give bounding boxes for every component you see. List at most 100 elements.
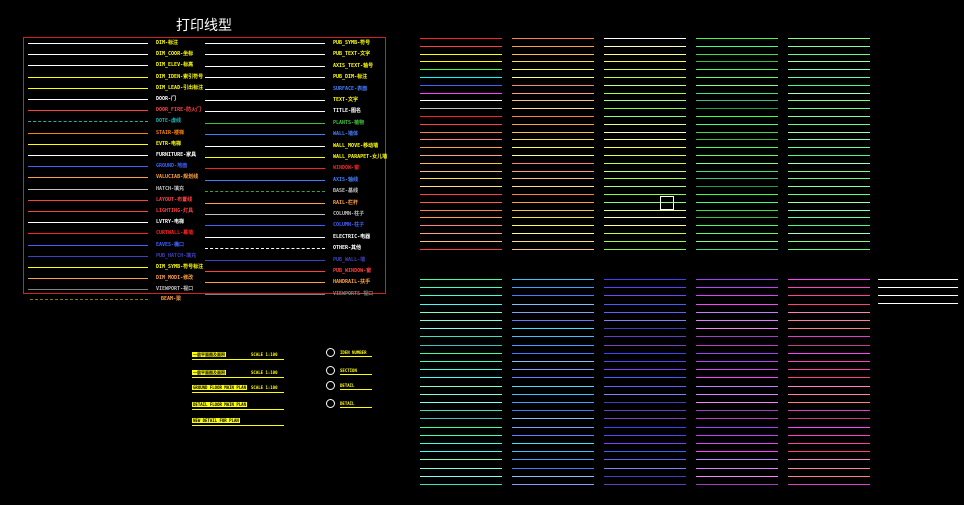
- color-sample-line: [788, 100, 870, 102]
- color-sample-line: [604, 248, 686, 250]
- legend-label: DOTE-虚线: [156, 118, 182, 125]
- legend-label: LVTRY-电梯: [156, 219, 185, 226]
- color-sample-line: [696, 443, 778, 444]
- color-sample-line: [696, 209, 778, 211]
- color-sample-line: [788, 303, 870, 305]
- legend-label: HANDRAIL-扶手: [333, 279, 371, 286]
- color-sample-line: [512, 217, 594, 219]
- color-sample-line: [604, 209, 686, 211]
- plot-label-scale: SCALE 1:100: [251, 352, 278, 357]
- color-sample-line: [512, 467, 594, 469]
- color-sample-line: [604, 170, 686, 172]
- color-sample-line: [788, 377, 870, 379]
- color-sample-line: [604, 139, 686, 141]
- legend-label: COLUMN-柱子: [333, 211, 365, 217]
- symbol-label: DETAIL: [340, 401, 355, 406]
- color-sample-line: [788, 194, 870, 195]
- color-sample-line: [604, 459, 686, 461]
- color-sample-line: [788, 248, 870, 250]
- legend-label: LAYOUT-布置线: [156, 196, 193, 203]
- color-sample-line: [512, 233, 594, 234]
- legend-label: WALL_MOVE-移动墙: [333, 142, 379, 149]
- legend-line: [28, 76, 148, 78]
- color-sample-line: [788, 459, 870, 461]
- color-sample-line: [788, 69, 870, 71]
- color-sample-line: [512, 116, 594, 117]
- legend-label: DIM-标注: [156, 40, 179, 46]
- color-sample-line: [604, 336, 686, 338]
- legend-label: PUB_TEXT-文字: [333, 51, 371, 58]
- color-sample-line: [696, 77, 778, 78]
- color-sample-line: [604, 418, 686, 420]
- color-sample-line: [604, 116, 686, 117]
- color-sample-line: [604, 369, 686, 371]
- symbol-underline: [340, 407, 372, 408]
- color-sample-line: [788, 336, 870, 338]
- color-sample-line: [512, 369, 594, 371]
- legend-label: AXIS_TEXT-轴号: [333, 62, 374, 69]
- color-sample-line: [788, 77, 870, 78]
- color-sample-line: [420, 320, 502, 321]
- color-sample-line: [696, 328, 778, 330]
- legend-label: OTHER-其他: [333, 245, 362, 252]
- color-sample-line: [512, 240, 594, 242]
- color-sample-line: [512, 279, 594, 280]
- color-sample-line: [604, 240, 686, 242]
- legend-line: [28, 267, 148, 268]
- color-sample-line: [788, 385, 870, 387]
- color-sample-line: [604, 287, 686, 289]
- color-sample-line: [696, 434, 778, 436]
- legend-label: HATCH-填充: [156, 185, 185, 192]
- color-sample-line: [604, 475, 686, 477]
- color-sample-line: [420, 248, 502, 250]
- color-sample-line: [420, 155, 502, 156]
- color-sample-line: [604, 434, 686, 436]
- color-sample-line: [604, 155, 686, 156]
- color-sample-line: [512, 147, 594, 149]
- color-sample-line: [604, 361, 686, 362]
- legend-line: [28, 255, 148, 257]
- color-sample-line: [512, 344, 594, 346]
- legend-label: COLUMN-柱子: [333, 222, 365, 229]
- color-sample-line: [512, 287, 594, 289]
- color-sample-line: [512, 410, 594, 412]
- legend-line: [205, 293, 325, 295]
- color-sample-line: [420, 459, 502, 461]
- selection-box[interactable]: [660, 196, 674, 210]
- color-sample-line: [420, 328, 502, 330]
- color-sample-line: [696, 38, 778, 39]
- legend-line: [28, 244, 148, 246]
- color-sample-line: [604, 53, 686, 55]
- legend-label: PUB_HATCH-填充: [156, 252, 197, 259]
- color-sample-line: [604, 186, 686, 188]
- color-sample-line: [420, 100, 502, 102]
- color-sample-line: [420, 108, 502, 110]
- color-sample-line: [420, 484, 502, 485]
- symbol-label: DETAIL: [340, 383, 355, 388]
- legend-label: AXIS-轴线: [333, 176, 359, 183]
- color-sample-line: [788, 467, 870, 469]
- color-sample-line: [788, 434, 870, 436]
- color-sample-line: [696, 116, 778, 117]
- color-sample-line: [604, 467, 686, 469]
- legend-line: [205, 202, 325, 204]
- color-sample-line: [788, 443, 870, 444]
- color-sample-line: [420, 352, 502, 354]
- plot-label-scale: SCALE 1:100: [251, 385, 278, 390]
- color-sample-line: [788, 418, 870, 420]
- color-sample-line: [604, 194, 686, 195]
- legend-line: [205, 54, 325, 56]
- color-sample-line: [696, 295, 778, 297]
- color-sample-line: [878, 287, 958, 288]
- color-sample-line: [420, 467, 502, 469]
- color-sample-line: [604, 328, 686, 330]
- color-sample-line: [696, 459, 778, 461]
- color-sample-line: [512, 100, 594, 102]
- color-sample-line: [604, 303, 686, 305]
- legend-label: WALL_PARAPET-女儿墙: [333, 154, 388, 160]
- color-sample-line: [788, 475, 870, 477]
- color-sample-line: [420, 336, 502, 338]
- color-sample-line: [788, 426, 870, 428]
- color-sample-line: [420, 131, 502, 133]
- color-sample-line: [696, 162, 778, 164]
